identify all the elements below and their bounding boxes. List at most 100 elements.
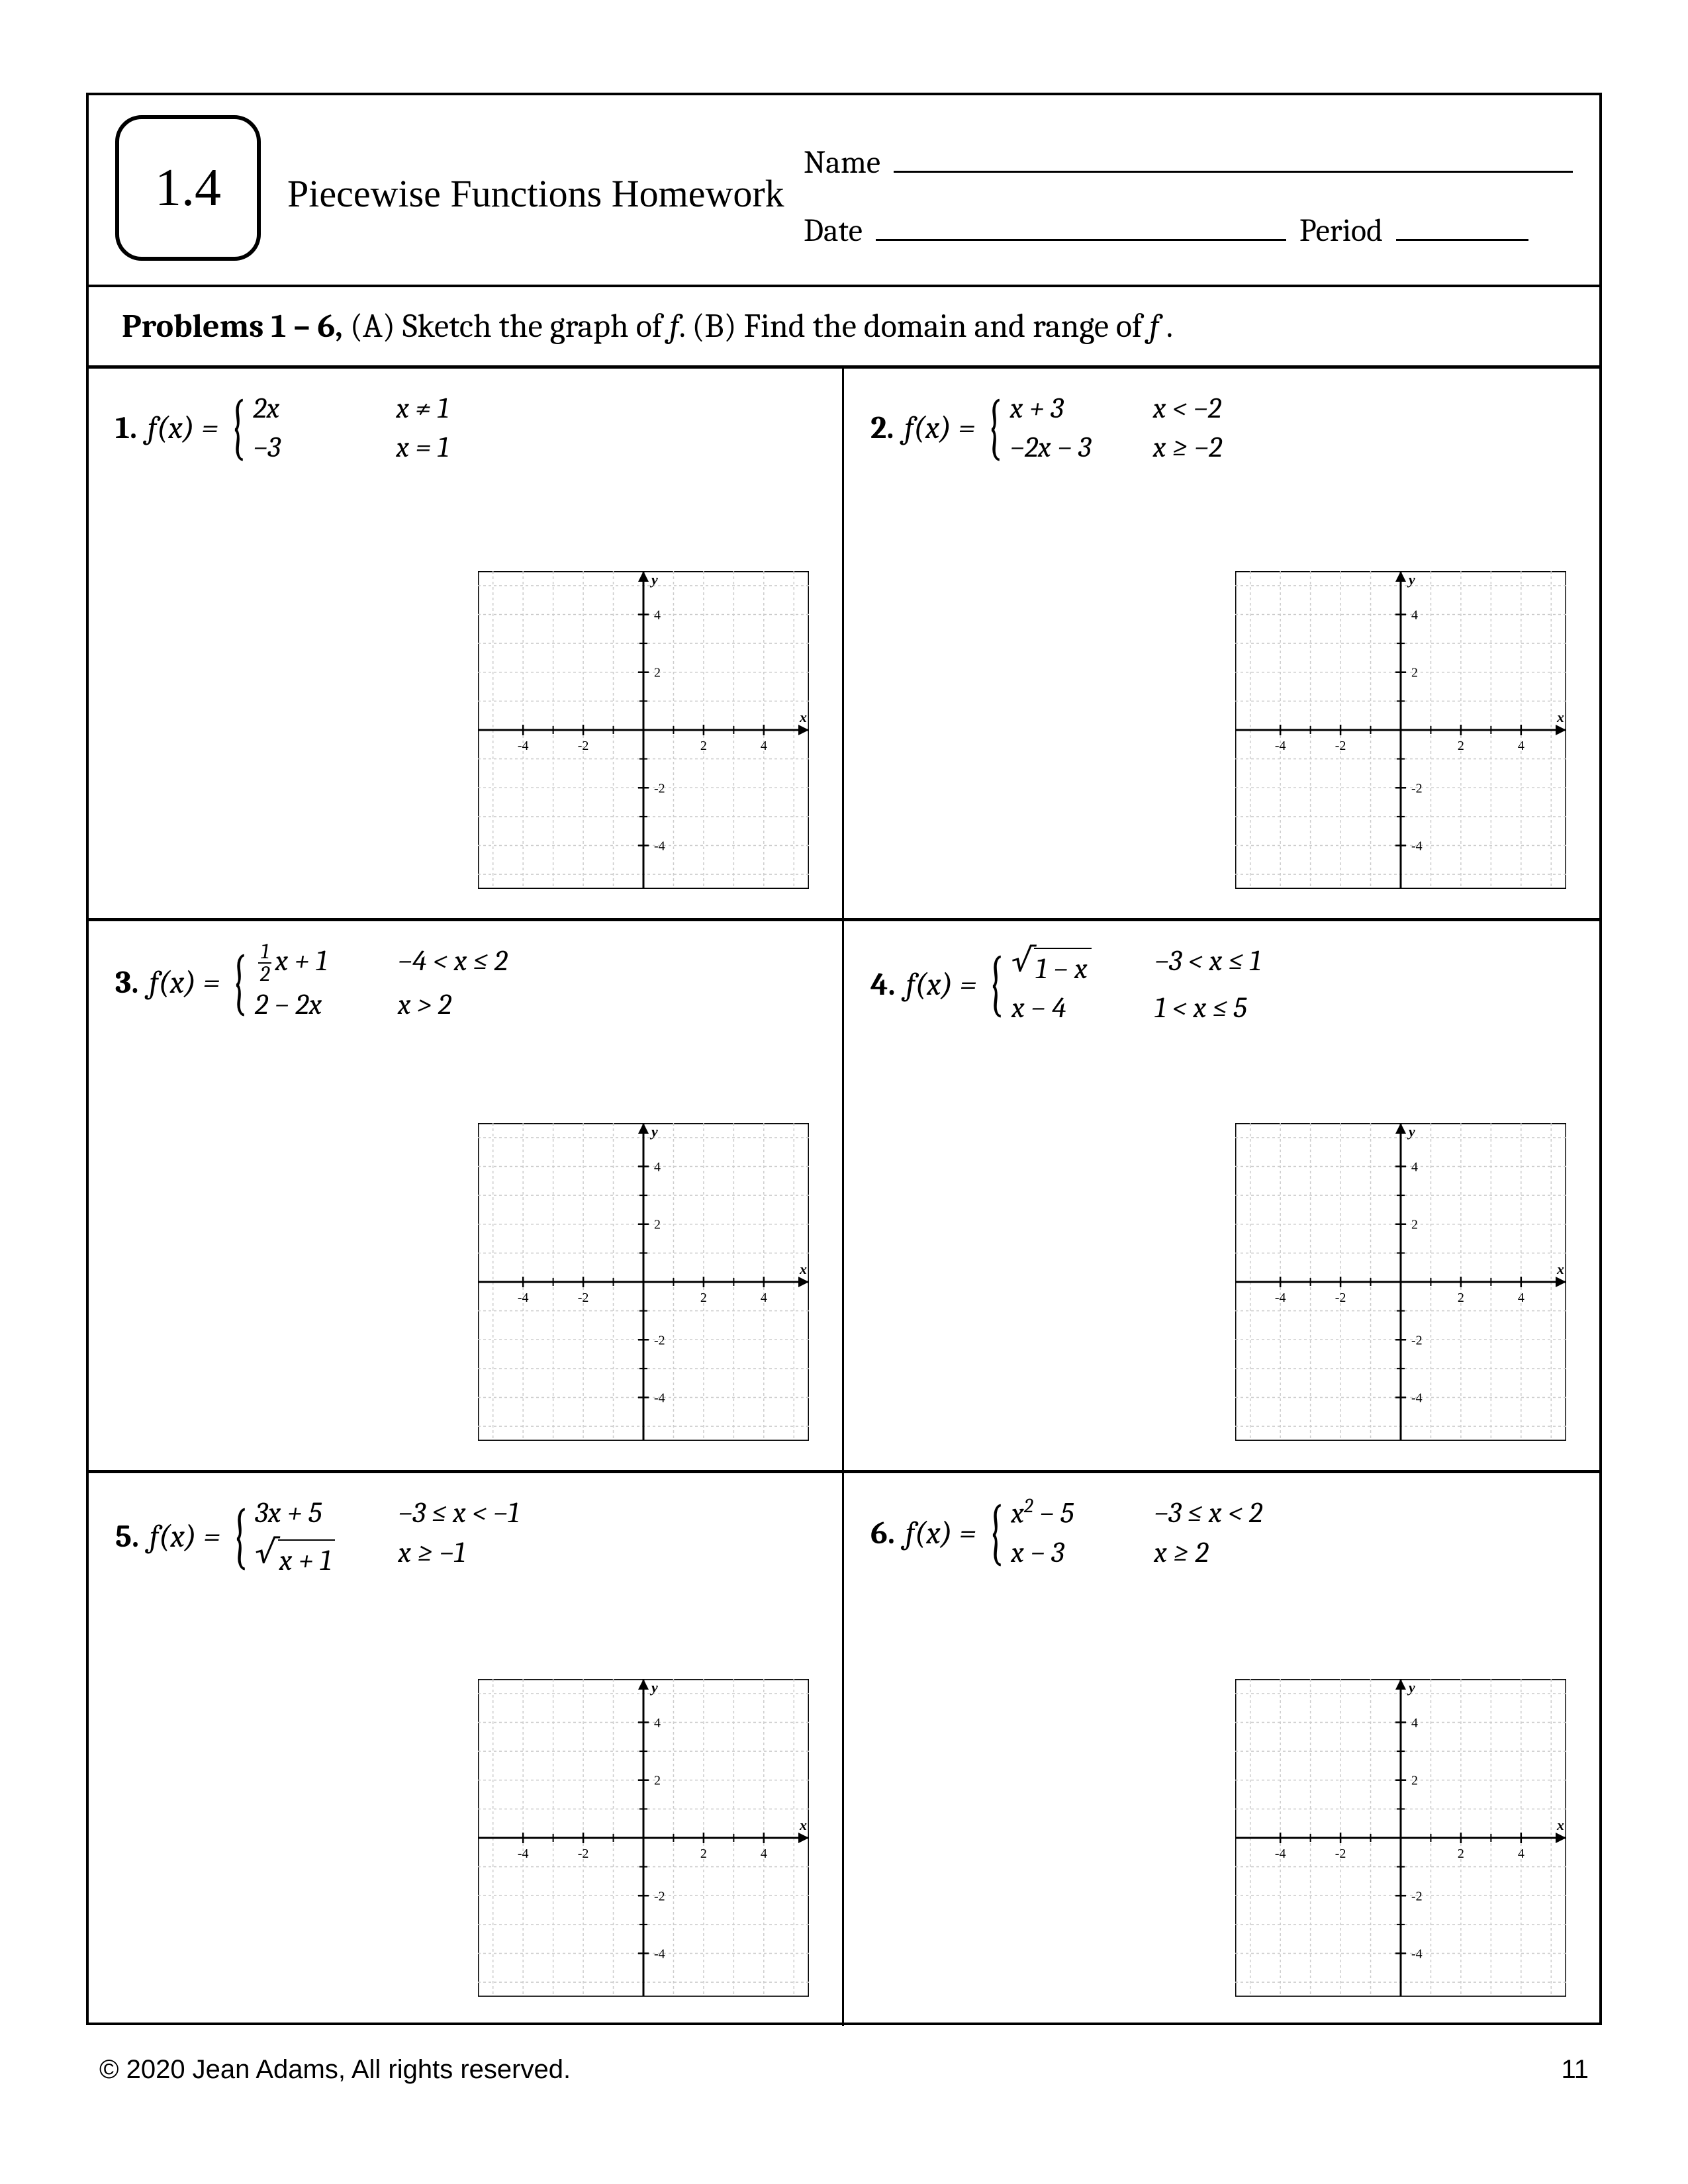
svg-text:-2: -2	[578, 1291, 589, 1305]
svg-text:-4: -4	[518, 739, 529, 753]
case-expression: 12x + 1	[255, 941, 374, 985]
svg-text:4: 4	[1411, 1715, 1418, 1730]
piecewise-case: −3 x = 1	[253, 428, 449, 467]
graph-container: -4-224-4-224xy	[478, 1679, 809, 1999]
piecewise-cases: x2 − 5 −3 ≤ x < 2 x − 3 x ≥ 2	[1011, 1493, 1262, 1572]
case-condition: −3 ≤ x < −1	[398, 1493, 519, 1532]
case-expression: x + 3	[1010, 388, 1129, 428]
svg-text:4: 4	[654, 608, 661, 622]
problem-number: 2.	[870, 410, 894, 446]
coordinate-grid: -4-224-4-224xy	[478, 1123, 809, 1441]
piecewise-case: x2 − 5 −3 ≤ x < 2	[1011, 1493, 1262, 1533]
instructions: Problems 1 – 6, (A) Sketch the graph of …	[89, 287, 1599, 369]
brace-icon: {	[988, 1511, 1003, 1555]
problem-cell: 1. f(x) = { 2xx ≠ 1−3x = 1 -4-224-4-224x…	[89, 369, 844, 921]
coordinate-grid: -4-224-4-224xy	[1235, 1679, 1566, 1997]
case-condition: 1 < x ≤ 5	[1154, 988, 1247, 1027]
case-condition: x ≥ 2	[1154, 1533, 1208, 1572]
graph-container: -4-224-4-224xy	[1235, 1123, 1566, 1443]
svg-text:-2: -2	[1411, 1334, 1423, 1348]
case-expression: 3x + 5	[255, 1493, 374, 1532]
svg-text:4: 4	[1411, 608, 1418, 622]
case-condition: x ≠ 1	[396, 388, 449, 428]
svg-text:2: 2	[654, 1218, 661, 1232]
problem-cell: 5. f(x) = { 3x + 5−3 ≤ x < −1√x + 1x ≥ −…	[89, 1473, 844, 2026]
problem-number: 1.	[115, 410, 137, 446]
page-footer: © 2020 Jean Adams, All rights reserved. …	[99, 2055, 1589, 2085]
problem-statement: 1. f(x) = { 2xx ≠ 1−3x = 1	[115, 388, 816, 467]
section-number: 1.4	[155, 158, 221, 218]
svg-text:-4: -4	[654, 1947, 665, 1962]
graph-container: -4-224-4-224xy	[478, 571, 809, 891]
case-expression: 2x	[253, 388, 372, 428]
svg-text:4: 4	[761, 739, 767, 753]
page-number: 11	[1561, 2055, 1589, 2085]
svg-text:-4: -4	[1275, 1846, 1286, 1861]
function-notation: f(x) =	[906, 1515, 976, 1551]
svg-text:4: 4	[1518, 1846, 1524, 1861]
instructions-text-a: (A) Sketch the graph of	[343, 307, 670, 345]
problem-statement: 2. f(x) = { x + 3x < −2−2x − 3x ≥ −2	[870, 388, 1573, 467]
piecewise-case: 3x + 5 −3 ≤ x < −1	[255, 1493, 519, 1532]
case-expression: −3	[253, 428, 372, 467]
name-row: Name	[804, 144, 1573, 181]
case-condition: x ≥ −1	[398, 1533, 465, 1580]
problem-cell: 6. f(x) = { x2 − 5−3 ≤ x < 2x − 3x ≥ 2 -…	[844, 1473, 1599, 2026]
svg-text:4: 4	[761, 1291, 767, 1305]
name-label: Name	[804, 144, 880, 181]
svg-text:-4: -4	[1275, 739, 1286, 753]
case-expression: −2x − 3	[1010, 428, 1129, 467]
problem-statement: 3. f(x) = { 12x + 1−4 < x ≤ 22 − 2xx > 2	[115, 941, 816, 1024]
case-expression: x − 3	[1011, 1533, 1130, 1572]
svg-text:-2: -2	[654, 781, 665, 796]
name-input-line[interactable]	[894, 146, 1573, 173]
svg-text:-4: -4	[654, 1391, 665, 1406]
problem-statement: 6. f(x) = { x2 − 5−3 ≤ x < 2x − 3x ≥ 2	[870, 1493, 1573, 1572]
svg-text:-4: -4	[1411, 1947, 1423, 1962]
brace-icon: {	[232, 961, 247, 1005]
case-condition: −3 ≤ x < 2	[1154, 1493, 1262, 1533]
date-period-row: Date Period	[804, 212, 1573, 249]
svg-text:-2: -2	[654, 1334, 665, 1348]
brace-icon: {	[987, 406, 1002, 449]
section-number-box: 1.4	[115, 115, 261, 261]
problem-cell: 4. f(x) = { √1 − x−3 < x ≤ 1x − 41 < x ≤…	[844, 921, 1599, 1474]
problem-number: 5.	[115, 1518, 139, 1555]
svg-text:-4: -4	[654, 839, 665, 853]
svg-text:x: x	[799, 709, 807, 725]
svg-text:x: x	[799, 1817, 807, 1833]
case-expression: x2 − 5	[1011, 1493, 1130, 1533]
case-expression: √x + 1	[255, 1533, 374, 1580]
case-expression: √1 − x	[1011, 941, 1131, 988]
instructions-mid: . (B) Find the domain and range of	[679, 307, 1150, 345]
svg-text:-4: -4	[518, 1846, 529, 1861]
function-notation: f(x) =	[149, 964, 220, 1001]
copyright-text: © 2020 Jean Adams, All rights reserved.	[99, 2055, 571, 2085]
svg-text:x: x	[1556, 1261, 1564, 1277]
svg-text:4: 4	[1518, 1291, 1524, 1305]
svg-text:-2: -2	[1411, 1889, 1423, 1903]
problem-statement: 4. f(x) = { √1 − x−3 < x ≤ 1x − 41 < x ≤…	[870, 941, 1573, 1028]
piecewise-case: √x + 1 x ≥ −1	[255, 1533, 519, 1580]
instructions-end: .	[1159, 307, 1173, 345]
svg-text:x: x	[1556, 709, 1564, 725]
svg-text:4: 4	[654, 1160, 661, 1175]
brace-icon: {	[232, 1515, 247, 1559]
problem-cell: 2. f(x) = { x + 3x < −2−2x − 3x ≥ −2 -4-…	[844, 369, 1599, 921]
svg-text:2: 2	[700, 1846, 707, 1861]
svg-text:4: 4	[1411, 1160, 1418, 1175]
coordinate-grid: -4-224-4-224xy	[478, 1679, 809, 1997]
svg-text:-2: -2	[1335, 1846, 1346, 1861]
brace-icon: {	[230, 406, 245, 449]
case-expression: x − 4	[1011, 988, 1131, 1027]
instructions-f2: f	[1150, 307, 1159, 345]
svg-text:2: 2	[1458, 739, 1464, 753]
period-input-line[interactable]	[1396, 214, 1528, 241]
piecewise-case: x + 3x < −2	[1010, 388, 1222, 428]
graph-container: -4-224-4-224xy	[1235, 1679, 1566, 1999]
date-input-line[interactable]	[876, 214, 1286, 241]
svg-text:-4: -4	[1411, 1391, 1423, 1406]
case-condition: x ≥ −2	[1153, 428, 1222, 467]
case-condition: x > 2	[398, 985, 451, 1024]
case-condition: x = 1	[396, 428, 449, 467]
